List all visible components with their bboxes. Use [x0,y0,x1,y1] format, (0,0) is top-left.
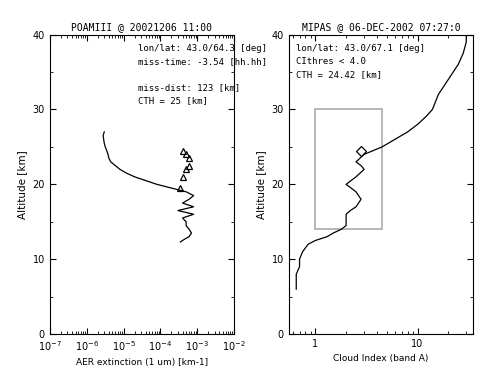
X-axis label: AER extinction (1 um) [km-1]: AER extinction (1 um) [km-1] [76,358,208,367]
Text: lon/lat: 43.0/67.1 [deg]
CIthres < 4.0
CTH = 24.42 [km]: lon/lat: 43.0/67.1 [deg] CIthres < 4.0 C… [296,43,425,79]
Bar [315,109,382,229]
Title: MIPAS @ 06-DEC-2002 07:27:0: MIPAS @ 06-DEC-2002 07:27:0 [302,22,460,32]
Y-axis label: Altitude [km]: Altitude [km] [256,150,266,219]
Text: lon/lat: 43.0/64.3 [deg]
miss-time: -3.54 [hh.hh]

miss-dist: 123 [km]
CTH = 25 : lon/lat: 43.0/64.3 [deg] miss-time: -3.5… [138,43,267,105]
X-axis label: Cloud Index (band A): Cloud Index (band A) [333,354,429,364]
Title: POAMIII @ 20021206 11:00: POAMIII @ 20021206 11:00 [71,22,213,32]
Y-axis label: Altitude [km]: Altitude [km] [17,150,27,219]
